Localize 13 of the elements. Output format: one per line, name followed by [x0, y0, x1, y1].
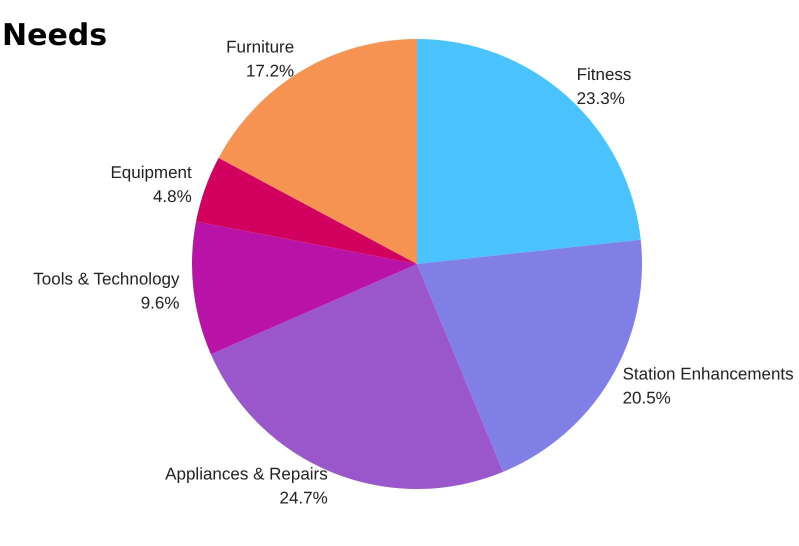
data-label: 20.5%: [622, 388, 671, 408]
data-label: 17.2%: [246, 62, 294, 81]
slice-label: Equipment: [110, 162, 192, 182]
slice-label: Furniture: [226, 38, 294, 57]
slice-label: Station Enhancements: [622, 364, 794, 384]
slice-label: Fitness: [576, 64, 632, 84]
slice-label: Tools & Technology: [33, 269, 180, 288]
chart-title: Needs: [2, 18, 108, 53]
slice-label: Appliances & Repairs: [165, 464, 328, 484]
data-label: 23.3%: [576, 88, 625, 108]
data-label: 4.8%: [152, 186, 192, 206]
data-label: 24.7%: [280, 488, 328, 508]
data-label: 9.6%: [140, 293, 180, 312]
